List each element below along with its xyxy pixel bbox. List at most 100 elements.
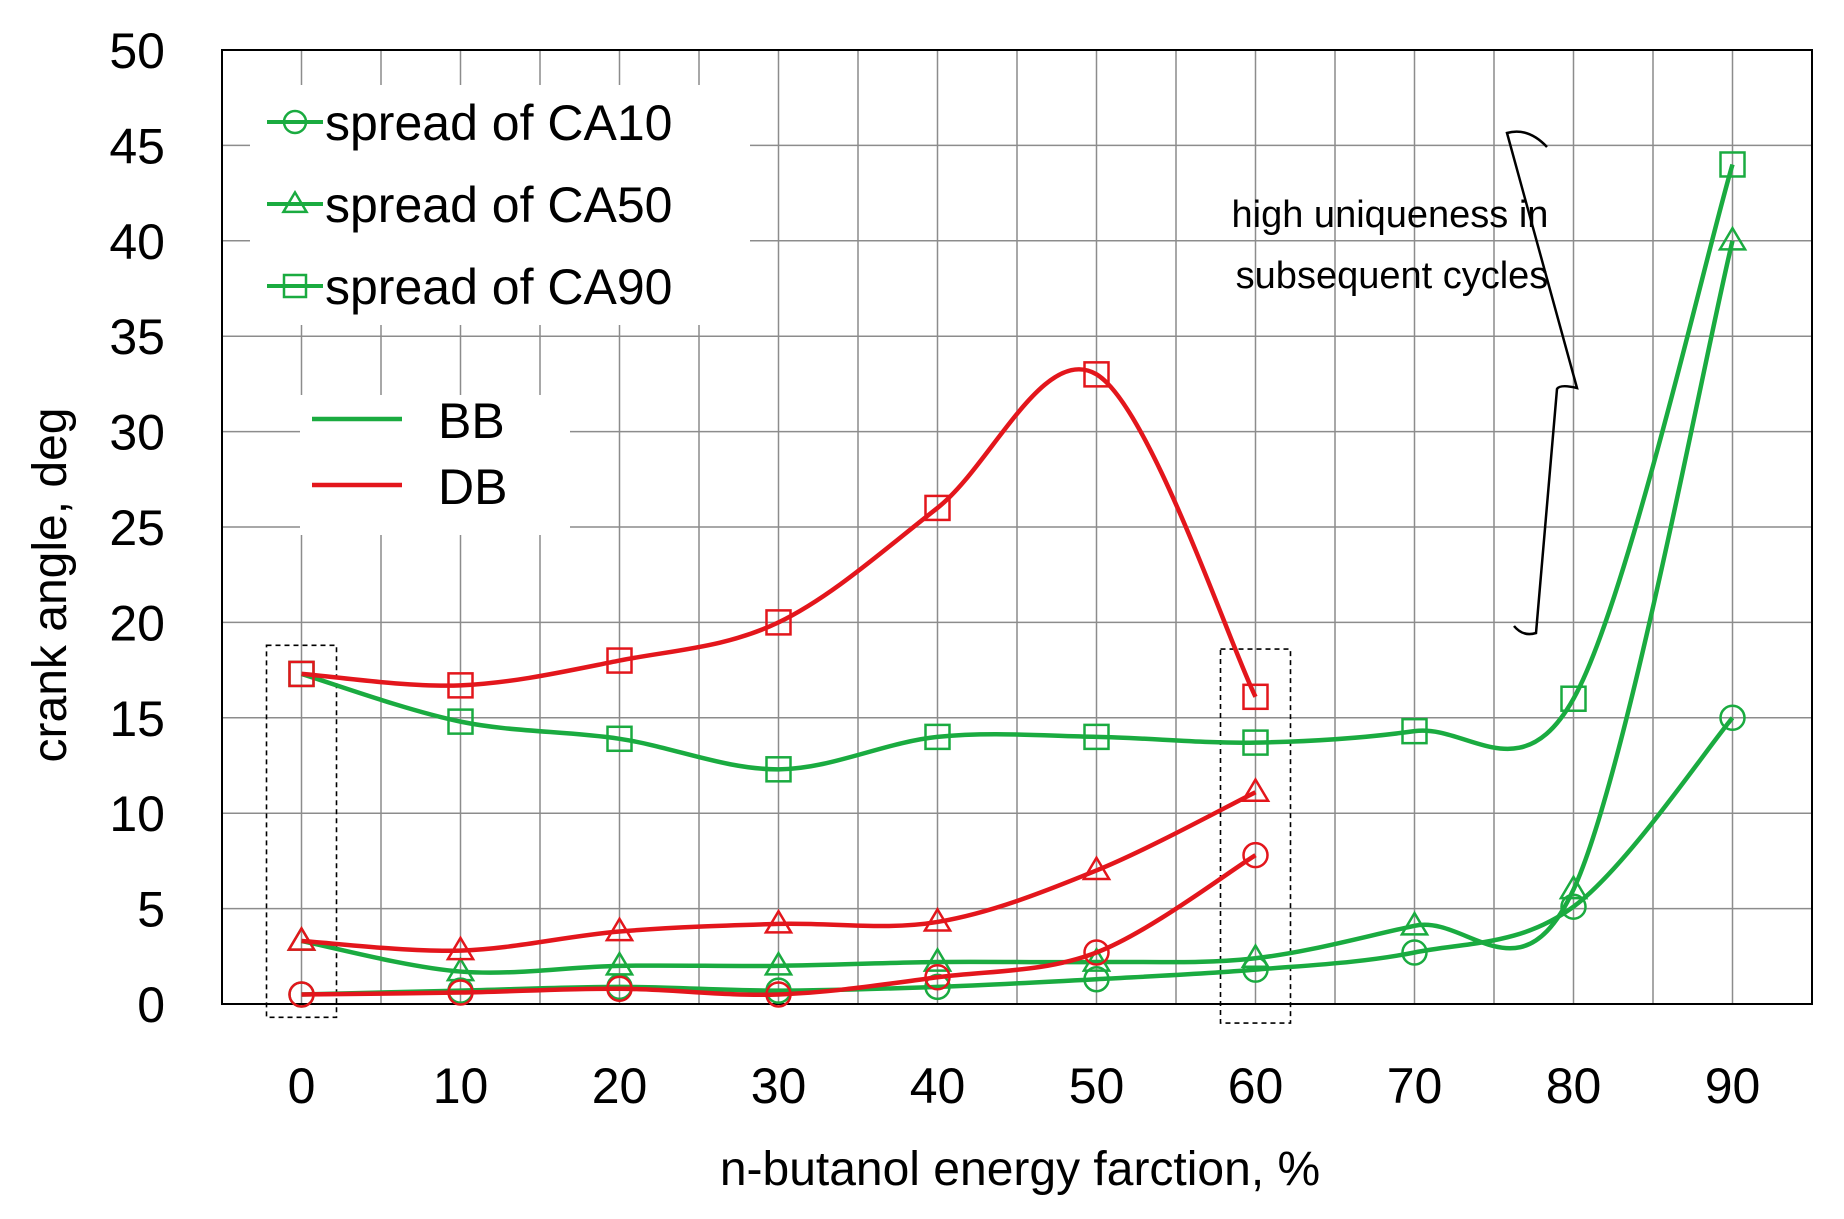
y-tick-label: 0 [137,977,165,1033]
marker-circle [765,981,792,1008]
marker-circle [1242,841,1269,869]
marker-circle [1401,939,1428,966]
marker-circle [447,979,474,1006]
marker-triangle [1240,943,1271,969]
series-line [300,163,1735,772]
legend-marker-item: spread of CA90 [267,259,672,315]
marker-triangle [604,916,635,942]
y-tick-label: 10 [109,786,165,842]
marker-triangle [922,906,953,932]
legend-marker-label: spread of CA50 [325,177,672,233]
legend-marker-label: spread of CA90 [325,259,672,315]
marker-circle [1083,939,1110,966]
x-tick-labels: 0 10 20 30 40 50 60 70 80 90 [288,1058,1761,1114]
y-tick-label: 20 [109,595,165,651]
marker-circle [606,975,633,1002]
marker-square [447,708,474,735]
x-tick-label: 50 [1069,1058,1125,1114]
marker-square [1401,717,1428,745]
marker-triangle [1081,946,1112,972]
highlight-boxes [265,644,1292,1024]
y-axis-label: crank angle, deg [24,408,77,763]
marker-triangle [1399,910,1430,936]
y-tick-label: 45 [109,118,165,174]
marker-square [1560,685,1587,712]
x-tick-label: 20 [592,1058,648,1114]
legend-markers: spread of CA10 spread of CA50 spread of CA… [250,85,750,325]
x-tick-label: 0 [288,1058,316,1114]
marker-triangle [286,925,317,951]
marker-circle [282,109,308,135]
legend-marker-item: spread of CA10 [267,95,672,151]
marker-circle [288,981,315,1008]
marker-triangle [1081,855,1112,881]
marker-square [765,756,792,783]
plot-frame [221,49,1813,1005]
marker-square [1083,723,1110,751]
y-tick-label: 15 [109,691,165,747]
marker-triangle [763,908,794,934]
marker-triangle [281,189,309,214]
marker-square [288,660,315,688]
legend-color-item: BB [312,393,505,449]
marker-triangle [922,946,953,972]
marker-square [924,494,951,522]
annotation-line-1: high uniqueness in [1232,194,1549,236]
marker-square [765,609,792,636]
marker-square [1719,151,1746,178]
y-tick-label: 40 [109,214,165,270]
y-tick-label: 30 [109,405,165,461]
marker-square [282,273,308,299]
series-line [301,367,1258,698]
series-layer [286,151,1748,1008]
annotation: high uniqueness in subsequent cycles [1232,130,1579,636]
legend-marker-label: spread of CA10 [325,95,672,151]
series-db-spread-of-ca50 [286,777,1271,961]
annotation-brace [1505,130,1579,636]
highlight-box [1219,648,1292,1024]
marker-triangle [1240,777,1271,803]
marker-square [1242,683,1269,711]
x-tick-label: 30 [751,1058,807,1114]
legend-marker-item: spread of CA50 [267,177,672,233]
series-line [301,853,1257,997]
x-tick-label: 10 [433,1058,489,1114]
marker-square [1083,361,1110,388]
series-db-spread-of-ca90 [288,361,1269,711]
marker-circle [924,964,951,991]
legend-colors: BB DB [300,393,570,535]
y-tick-labels: 0 5 10 15 20 25 30 35 40 45 50 [109,23,165,1033]
marker-triangle [445,935,476,961]
x-tick-label: 40 [910,1058,966,1114]
marker-circle [1083,965,1110,993]
legend-color-item: DB [312,459,507,515]
marker-triangle [763,950,794,976]
legend-colors-bg [300,395,570,535]
marker-triangle [1717,225,1748,251]
marker-triangle [1558,874,1589,900]
x-tick-label: 60 [1228,1058,1284,1114]
highlight-box [265,644,338,1019]
marker-circle [1719,704,1746,732]
y-tick-label: 50 [109,23,165,79]
x-tick-label: 70 [1387,1058,1443,1114]
annotation-line-2: subsequent cycles [1236,255,1549,297]
x-tick-label: 80 [1546,1058,1602,1114]
legend-markers-bg [250,85,750,325]
series-line [301,240,1735,975]
marker-triangle [604,950,635,976]
y-tick-label: 5 [137,882,165,938]
legend-color-label: BB [438,393,505,449]
marker-square [447,672,474,699]
y-tick-label: 25 [109,500,165,556]
legend-color-label: DB [438,459,507,515]
series-line [301,790,1257,954]
x-tick-label: 90 [1705,1058,1761,1114]
marker-square [1242,729,1269,756]
marker-square [606,647,633,674]
y-tick-label: 35 [109,309,165,365]
marker-square [924,723,951,751]
x-axis-label: n-butanol energy farction, % [720,1143,1320,1196]
marker-circle [924,973,951,1001]
